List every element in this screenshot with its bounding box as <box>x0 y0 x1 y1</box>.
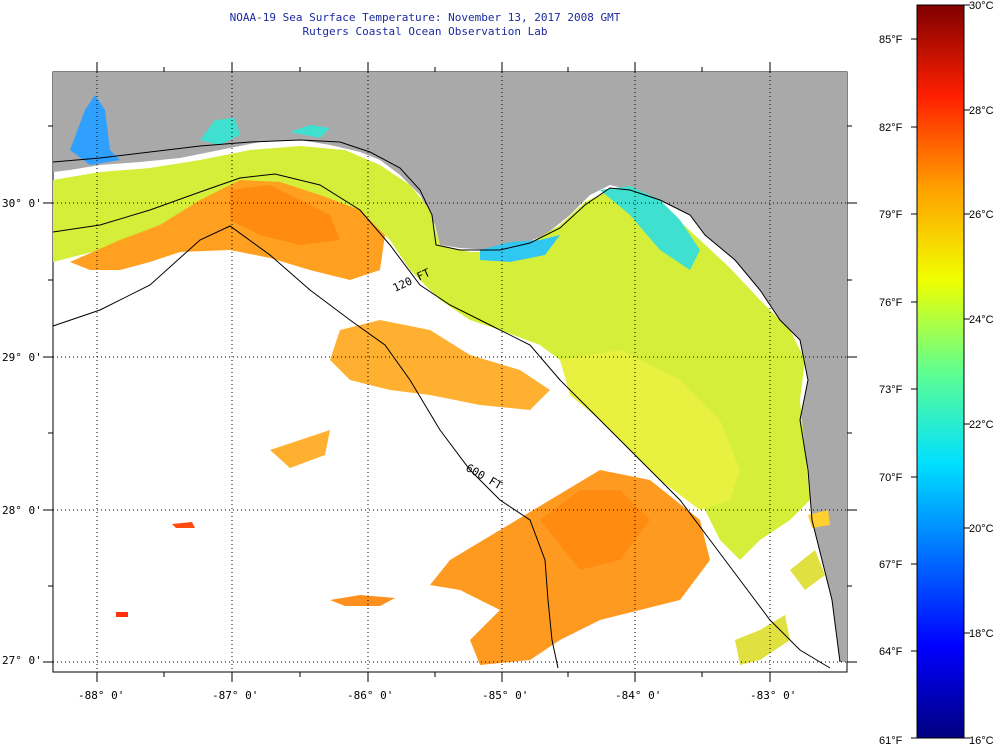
colorbar-label-c: 30°C <box>969 0 994 12</box>
map-title: NOAA-19 Sea Surface Temperature: Novembe… <box>229 11 621 24</box>
lat-label: 27° 0' <box>2 654 42 667</box>
frame-minor-ticks <box>48 67 852 677</box>
lon-label: -85° 0' <box>482 689 528 702</box>
lon-label: -87° 0' <box>212 689 258 702</box>
lon-label: -86° 0' <box>347 689 393 702</box>
graticule <box>53 72 847 672</box>
colorbar-label-f: 85°F <box>879 34 903 46</box>
land-area <box>53 72 847 662</box>
colorbar-label-f: 61°F <box>879 735 903 747</box>
colorbar-label-c: 16°C <box>969 735 994 747</box>
colorbar-label-f: 76°F <box>879 297 903 309</box>
colorbar <box>916 4 965 739</box>
isobath-120ft <box>52 173 831 669</box>
sst-map: 120 FT 600 FT <box>2 62 857 702</box>
frame-ticks <box>43 62 857 682</box>
lon-label: -84° 0' <box>615 689 661 702</box>
colorbar-label-c: 24°C <box>969 314 994 326</box>
colorbar-label-c: 18°C <box>969 628 994 640</box>
colorbar-label-f: 82°F <box>879 122 903 134</box>
lat-label: 30° 0' <box>2 197 42 210</box>
lat-label: 28° 0' <box>2 504 42 517</box>
colorbar-label-f: 79°F <box>879 209 903 221</box>
colorbar-label-c: 22°C <box>969 419 994 431</box>
lat-label: 29° 0' <box>2 351 42 364</box>
colorbar-label-f: 70°F <box>879 472 903 484</box>
map-subtitle: Rutgers Coastal Ocean Observation Lab <box>302 25 548 38</box>
isobath-600ft <box>52 225 559 669</box>
lon-label: -88° 0' <box>78 689 124 702</box>
colorbar-label-f: 67°F <box>879 559 903 571</box>
lon-label: -83° 0' <box>750 689 796 702</box>
colorbar-label-c: 28°C <box>969 105 994 117</box>
sst-field <box>53 95 830 665</box>
colorbar-label-c: 26°C <box>969 209 994 221</box>
colorbar-label-f: 73°F <box>879 384 903 396</box>
colorbar-label-c: 20°C <box>969 523 994 535</box>
colorbar-f-ticks <box>911 38 917 739</box>
colorbar-c-ticks <box>964 4 970 739</box>
colorbar-label-f: 64°F <box>879 646 903 658</box>
coastline <box>52 139 841 663</box>
